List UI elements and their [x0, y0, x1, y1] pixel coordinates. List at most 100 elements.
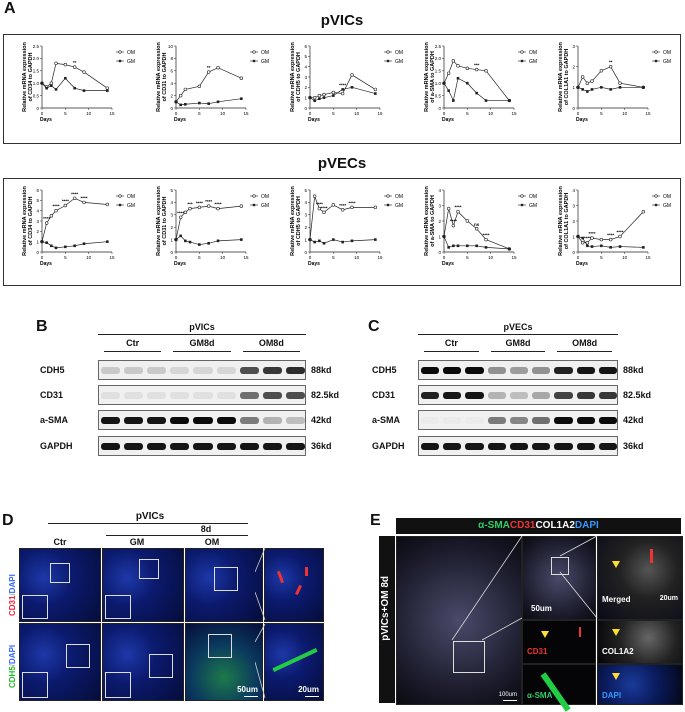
legend-marker: [654, 50, 658, 54]
blot-strip: [98, 436, 306, 456]
chart-point: [216, 65, 220, 70]
legend-marker: [252, 194, 256, 198]
chart-annotation: ****: [205, 199, 212, 204]
chart-xtick-label: 0: [309, 111, 312, 116]
qpcr-charts: Relative mRNA expression of CD34 to GAPDH…: [22, 41, 671, 267]
chart-point: [484, 99, 488, 102]
blot-band: [124, 417, 144, 424]
blot-group-line: [424, 351, 479, 352]
chart-ytick-label: 0: [304, 106, 307, 111]
chart-point: [586, 90, 589, 93]
chart-point: [618, 86, 622, 89]
chart-ytick-label: 2: [572, 219, 575, 224]
chart-annotation: ****: [62, 199, 69, 204]
chart-point: [240, 238, 243, 241]
chart-xlabel: Days: [174, 117, 186, 123]
blot-kd-label: 88kd: [623, 365, 644, 375]
chart-ylabel: Relative mRNA expression: [22, 41, 28, 111]
chart-ytick-label: 4: [304, 200, 307, 205]
chart-point: [40, 240, 44, 243]
blot-band: [262, 417, 282, 424]
d-col-om: OM: [204, 537, 220, 547]
blot-band: [487, 392, 506, 399]
blot-kd-label: 42kd: [623, 415, 644, 425]
e-merged-image: Merged 20um: [597, 536, 683, 620]
e-sma-image: α-SMA: [522, 664, 596, 712]
chart-ytick-label: 0: [438, 250, 441, 255]
chart-point: [179, 234, 182, 238]
blot-strip: [418, 360, 618, 380]
chart-ylabel: of CDH5 to GAPDH: [296, 52, 302, 102]
blot-band: [170, 417, 190, 424]
chart-xtick-label: 15: [243, 255, 249, 260]
chart-point: [618, 234, 622, 239]
chart-point: [54, 88, 58, 91]
blot-band: [147, 443, 167, 450]
chart-point: [373, 87, 378, 92]
chart-ytick-label: 1.0: [435, 81, 442, 86]
chart-xlabel: Days: [40, 117, 52, 123]
d-inset: [105, 672, 131, 698]
blot-band: [262, 367, 282, 374]
legend-marker: [520, 59, 524, 63]
chart-point: [474, 227, 479, 231]
pvecs-chart-box: [3, 178, 681, 286]
chart-point: [188, 206, 192, 211]
chart-xlabel: Days: [308, 261, 320, 267]
blot-row-label: CD31: [372, 390, 396, 400]
blot-band: [124, 392, 144, 399]
blot-group-label: Ctr: [126, 338, 140, 348]
chart-ytick-label: 4: [170, 81, 173, 86]
chart-point: [585, 81, 590, 85]
blot-band: [554, 443, 573, 450]
chart-ytick-label: 5: [304, 188, 307, 193]
chart-point: [240, 97, 243, 100]
blot-band: [170, 392, 190, 399]
blot-band: [598, 443, 617, 450]
chart-xtick-label: 5: [64, 111, 67, 116]
blot-band: [421, 367, 440, 374]
chart-xtick-label: 10: [622, 255, 628, 260]
chart-point: [609, 246, 612, 249]
chart-point: [466, 81, 469, 85]
d-img-gm-cd31: [102, 548, 184, 622]
chart-point: [106, 240, 109, 243]
blot-band: [598, 367, 617, 374]
blot-title: pVECs: [503, 322, 533, 332]
blot-band: [532, 417, 551, 424]
legend-label: OM: [395, 50, 403, 56]
chart-point: [82, 70, 86, 74]
chart-point: [82, 89, 86, 92]
chart-ytick-label: 3: [438, 203, 441, 208]
chart-point: [618, 81, 622, 85]
blot-row-label: GAPDH: [372, 441, 405, 451]
chart-ytick-label: 6: [304, 44, 307, 49]
chart-xtick-label: 10: [220, 111, 226, 116]
blot-strip: [418, 410, 618, 430]
d-title: pVICs: [135, 511, 165, 522]
chart-point: [216, 206, 220, 211]
chart-ytick-label: 1.0: [33, 81, 40, 86]
blot-group-label: OM8d: [258, 338, 284, 348]
chart-point: [54, 208, 58, 213]
e-dapi-image: DAPI: [597, 664, 683, 705]
blot-band: [421, 443, 440, 450]
legend-label: OM: [395, 194, 403, 200]
chart-point: [73, 244, 76, 248]
chart-xtick-label: 5: [600, 111, 603, 116]
chart-ytick-label: 0.5: [33, 93, 40, 98]
legend-marker: [252, 203, 256, 207]
legend-label: GM: [529, 203, 537, 209]
chart-point: [580, 241, 585, 245]
chart-xtick-label: 5: [332, 255, 335, 260]
chart-ylabel: of CD34 to GAPDH: [28, 197, 34, 246]
chart-xlabel: Days: [174, 261, 186, 267]
chart-ylabel: Relative mRNA expression: [290, 185, 296, 255]
chart-point: [374, 238, 377, 241]
legend-marker: [386, 203, 390, 207]
cd31-signal: [295, 584, 302, 596]
chart-ytick-label: 3: [36, 219, 39, 224]
chart-point: [456, 244, 460, 248]
chart-xlabel: Days: [442, 117, 454, 123]
chart-point: [600, 244, 603, 248]
